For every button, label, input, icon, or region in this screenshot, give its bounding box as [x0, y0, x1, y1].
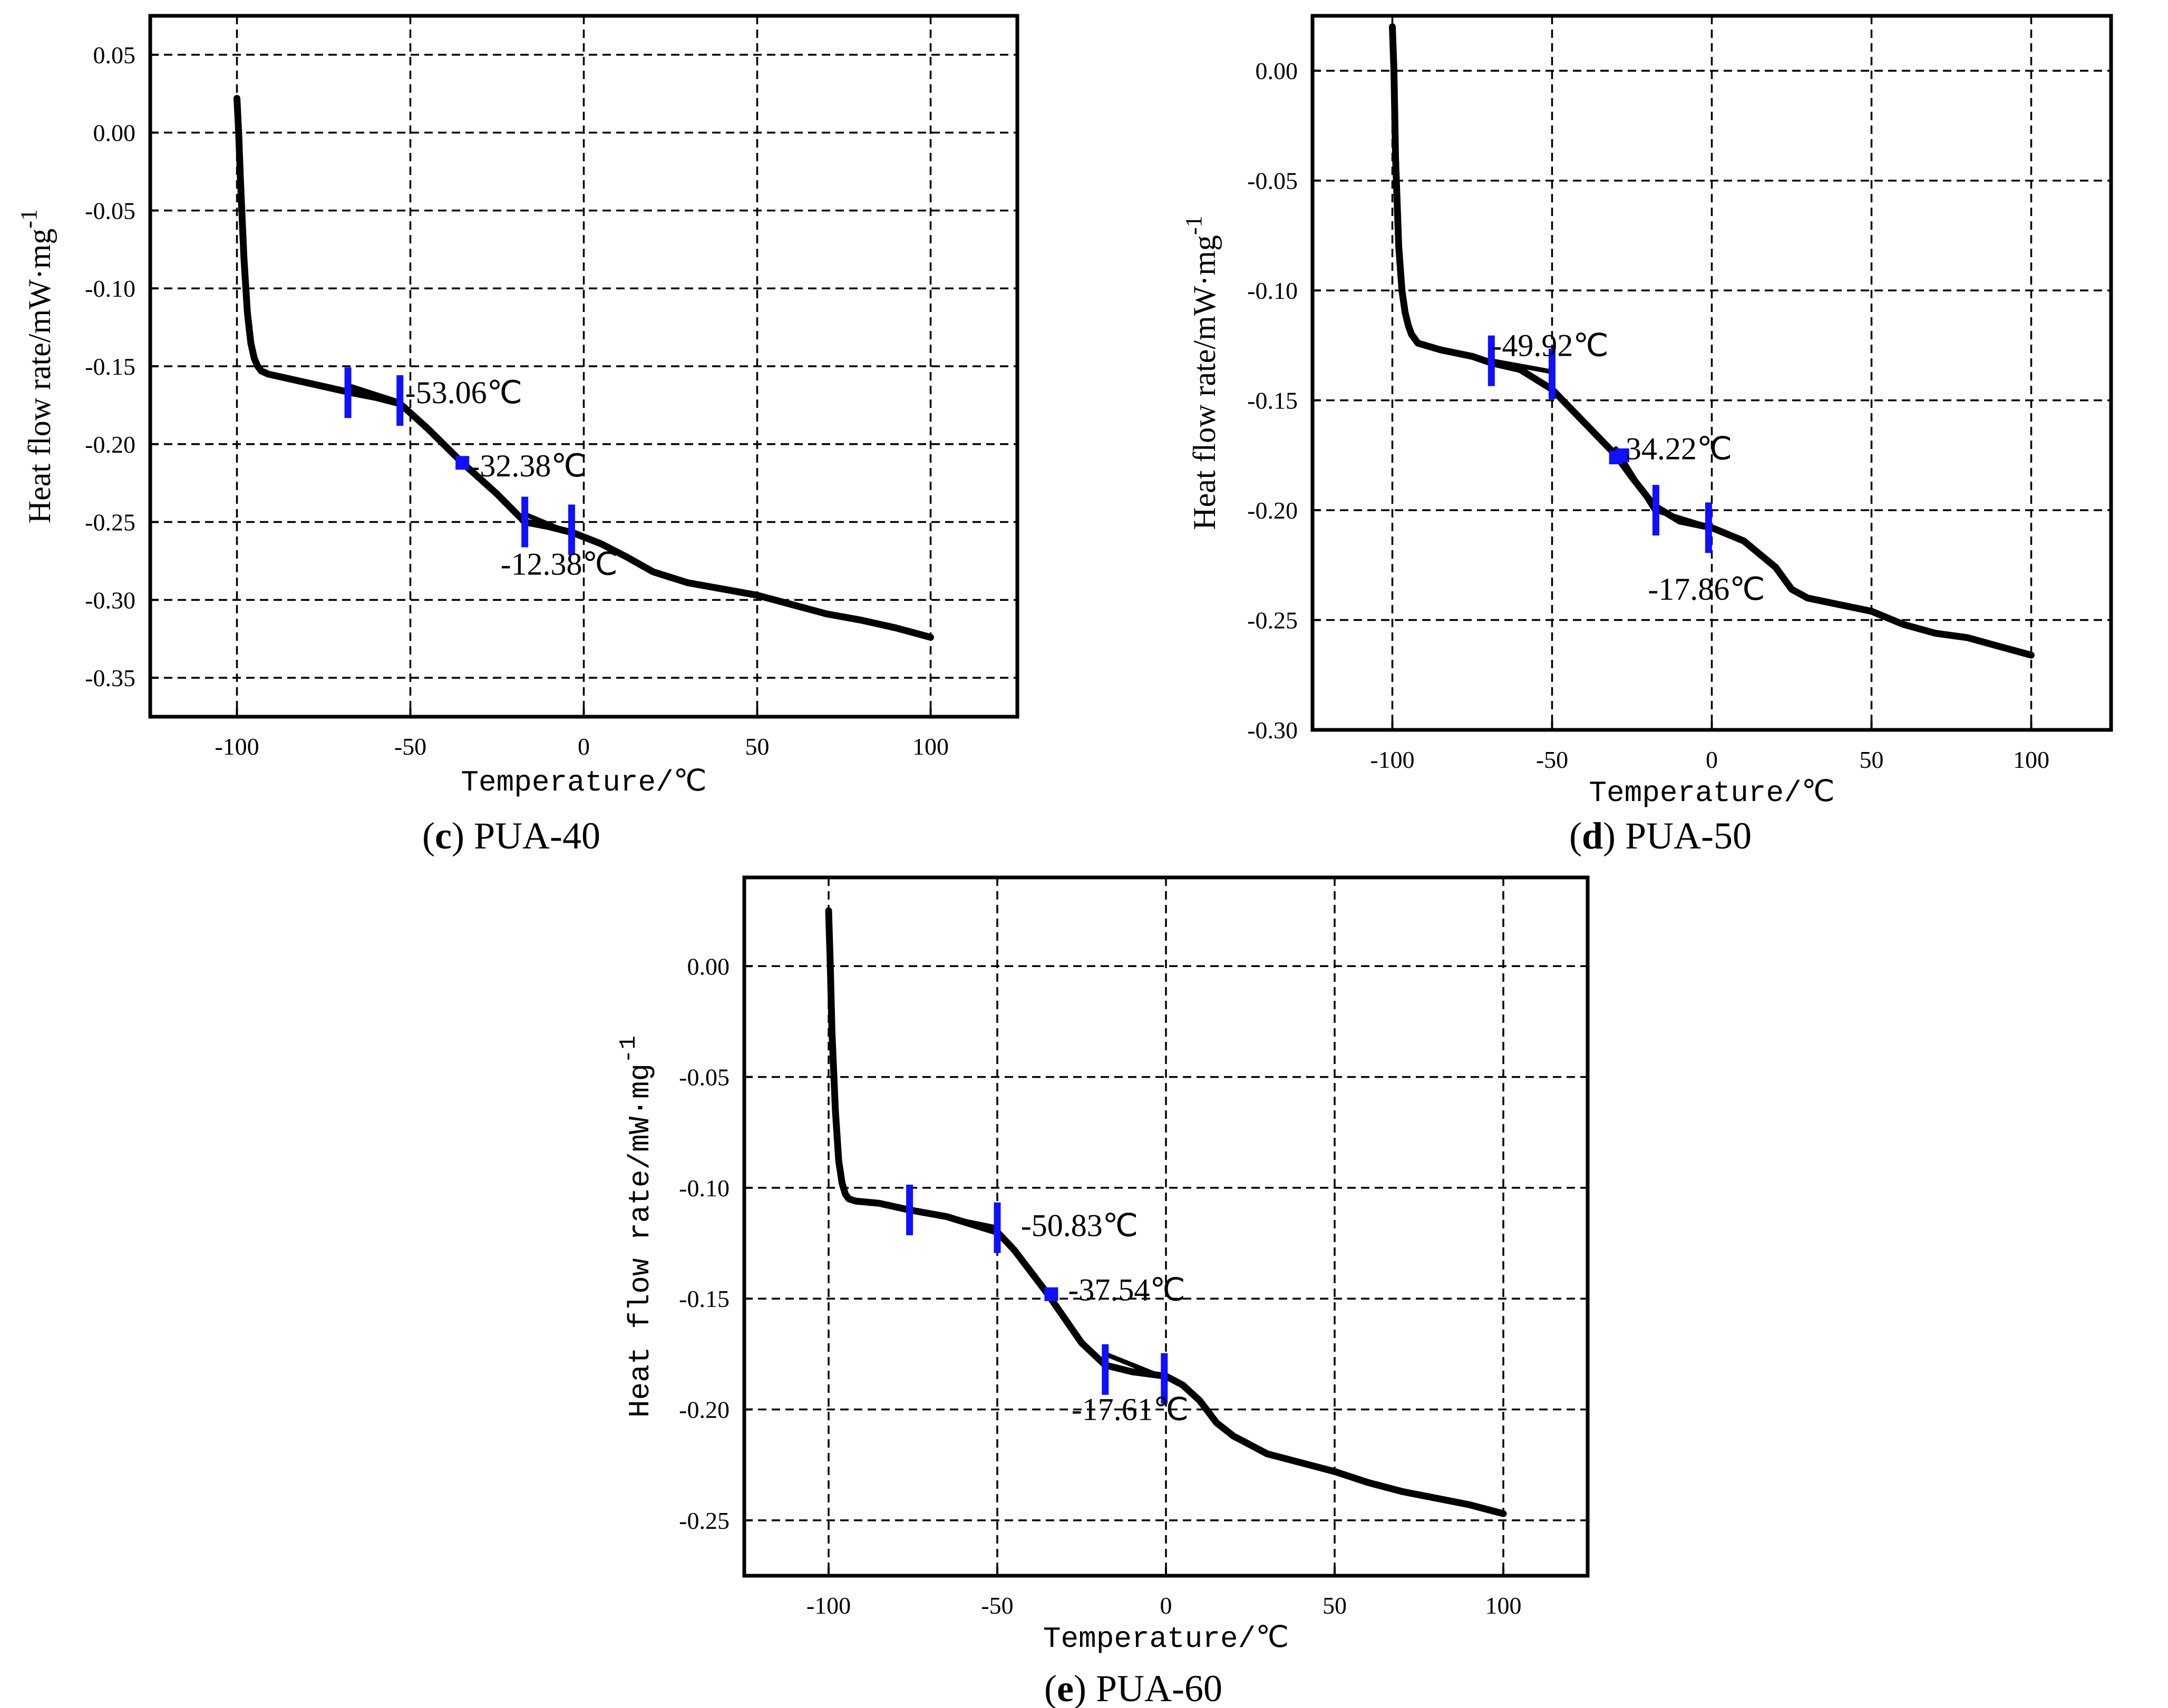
panel-caption: (d) PUA-50	[1569, 815, 1752, 857]
x-axis-label: Temperature/℃	[1589, 776, 1834, 810]
y-tick-label: -0.05	[1247, 168, 1298, 194]
caption-letter: c	[435, 815, 452, 857]
caption-paren-open: (	[1569, 815, 1582, 857]
y-axis-label: Heat flow rate/mW·mg-1	[616, 1036, 657, 1418]
x-tick-label: -50	[981, 1592, 1013, 1619]
y-tick-label: -0.15	[85, 353, 135, 380]
y-tick-label: -0.35	[85, 665, 135, 691]
tg-annotation: 34.22℃	[1626, 431, 1732, 466]
y-tick-label: -0.25	[1247, 607, 1298, 634]
y-tick-label: -0.05	[679, 1064, 730, 1091]
y-axis-label-superscript: -1	[1181, 216, 1207, 235]
x-tick-label: -100	[215, 733, 259, 760]
caption-text: PUA-40	[464, 815, 600, 857]
panel-d-pua-50: -100 -50 0 50 100 0.00 -0.05 -0.10 -0.15 -0.20 -0.…	[1181, 14, 2113, 857]
caption-paren-close: )	[1074, 1667, 1086, 1708]
y-tick-label: -0.20	[85, 431, 135, 458]
y-tick-label: -0.25	[85, 509, 135, 536]
midpoint-marker	[455, 456, 470, 470]
caption-letter: e	[1057, 1667, 1074, 1708]
y-tick-label: 0.00	[93, 120, 136, 147]
y-tick-label: -0.10	[679, 1175, 730, 1202]
x-tick-label: 0	[1160, 1592, 1172, 1619]
caption-text: PUA-60	[1086, 1667, 1222, 1708]
x-tick-label: -100	[1370, 746, 1414, 773]
y-tick-label: 0.00	[1256, 57, 1298, 84]
x-tick-label: 0	[578, 733, 590, 760]
panel-e-pua-60: -100 -50 0 50 100 0.00 -0.05 -0.10 -0.15 -0.20 -0.…	[616, 875, 1590, 1708]
y-tick-label: -0.30	[85, 587, 135, 613]
dsc-curve	[234, 95, 934, 641]
caption-paren-open: (	[422, 815, 435, 857]
y-tick-label: -0.30	[1247, 717, 1298, 744]
x-tick-label: -50	[1536, 746, 1568, 773]
caption-paren-close: )	[1603, 815, 1616, 857]
y-axis-label: Heat flow rate/mW·mg-1	[16, 209, 57, 523]
y-tick-label: -0.15	[1247, 387, 1298, 414]
x-tick-label: 50	[745, 733, 770, 760]
tg-annotation: -37.54℃	[1068, 1272, 1185, 1307]
y-tick-label: -0.25	[679, 1507, 730, 1534]
caption-paren-open: (	[1044, 1667, 1057, 1708]
caption-paren-close: )	[452, 815, 464, 857]
dsc-curve	[825, 907, 1507, 1517]
y-axis-label: Heat flow rate/mW·mg-1	[1181, 216, 1222, 530]
panel-caption: (e) PUA-60	[1044, 1667, 1222, 1708]
y-tick-label: -0.20	[1247, 497, 1298, 524]
x-tick-label: 100	[1485, 1592, 1522, 1619]
x-tick-label: 0	[1706, 746, 1718, 773]
tg-annotation: -17.86℃	[1648, 572, 1765, 607]
y-axis-label-text: Heat flow rate/mW·mg	[624, 1063, 657, 1418]
y-tick-label: -0.10	[85, 275, 135, 302]
x-tick-label: -50	[394, 733, 426, 760]
y-axis-label-text: Heat flow rate/mW·mg	[22, 228, 57, 523]
y-axis-label-superscript: -1	[16, 209, 42, 229]
tg-annotation: -50.83℃	[1021, 1208, 1138, 1243]
tg-annotation: -53.06℃	[405, 375, 522, 410]
y-axis-label-text: Heat flow rate/mW·mg	[1187, 235, 1222, 530]
midpoint-marker	[1615, 448, 1629, 462]
x-axis-label: Temperature/℃	[461, 766, 706, 799]
x-tick-label: 50	[1860, 746, 1884, 773]
x-tick-label: -100	[806, 1592, 851, 1619]
x-tick-label: 100	[2013, 746, 2049, 773]
x-tick-label: 100	[912, 733, 949, 760]
tg-annotation: -17.61℃	[1072, 1392, 1189, 1427]
y-tick-label: -0.05	[85, 197, 135, 224]
x-axis-label: Temperature/℃	[1043, 1622, 1289, 1656]
y-tick-label: 0.05	[93, 42, 136, 69]
tg-annotation: -49.92℃	[1491, 328, 1608, 363]
caption-text: PUA-50	[1616, 815, 1752, 857]
y-axis-label-superscript: -1	[616, 1036, 642, 1063]
y-tick-label: -0.15	[679, 1285, 730, 1312]
y-tick-label: 0.00	[687, 953, 730, 980]
y-tick-label: -0.20	[679, 1397, 730, 1423]
midpoint-marker	[1044, 1287, 1058, 1301]
tg-annotation: -32.38℃	[469, 448, 586, 483]
tg-annotation: -12.38℃	[501, 546, 618, 581]
x-tick-label: 50	[1323, 1592, 1347, 1619]
panel-c-pua-40: -100 -50 0 50 100 0.05 0.00 -0.05 -0.10 -0.15 -0.2…	[16, 14, 1019, 857]
caption-letter: d	[1582, 815, 1603, 857]
y-tick-label: -0.10	[1247, 277, 1298, 304]
panel-caption: (c) PUA-40	[422, 815, 600, 857]
